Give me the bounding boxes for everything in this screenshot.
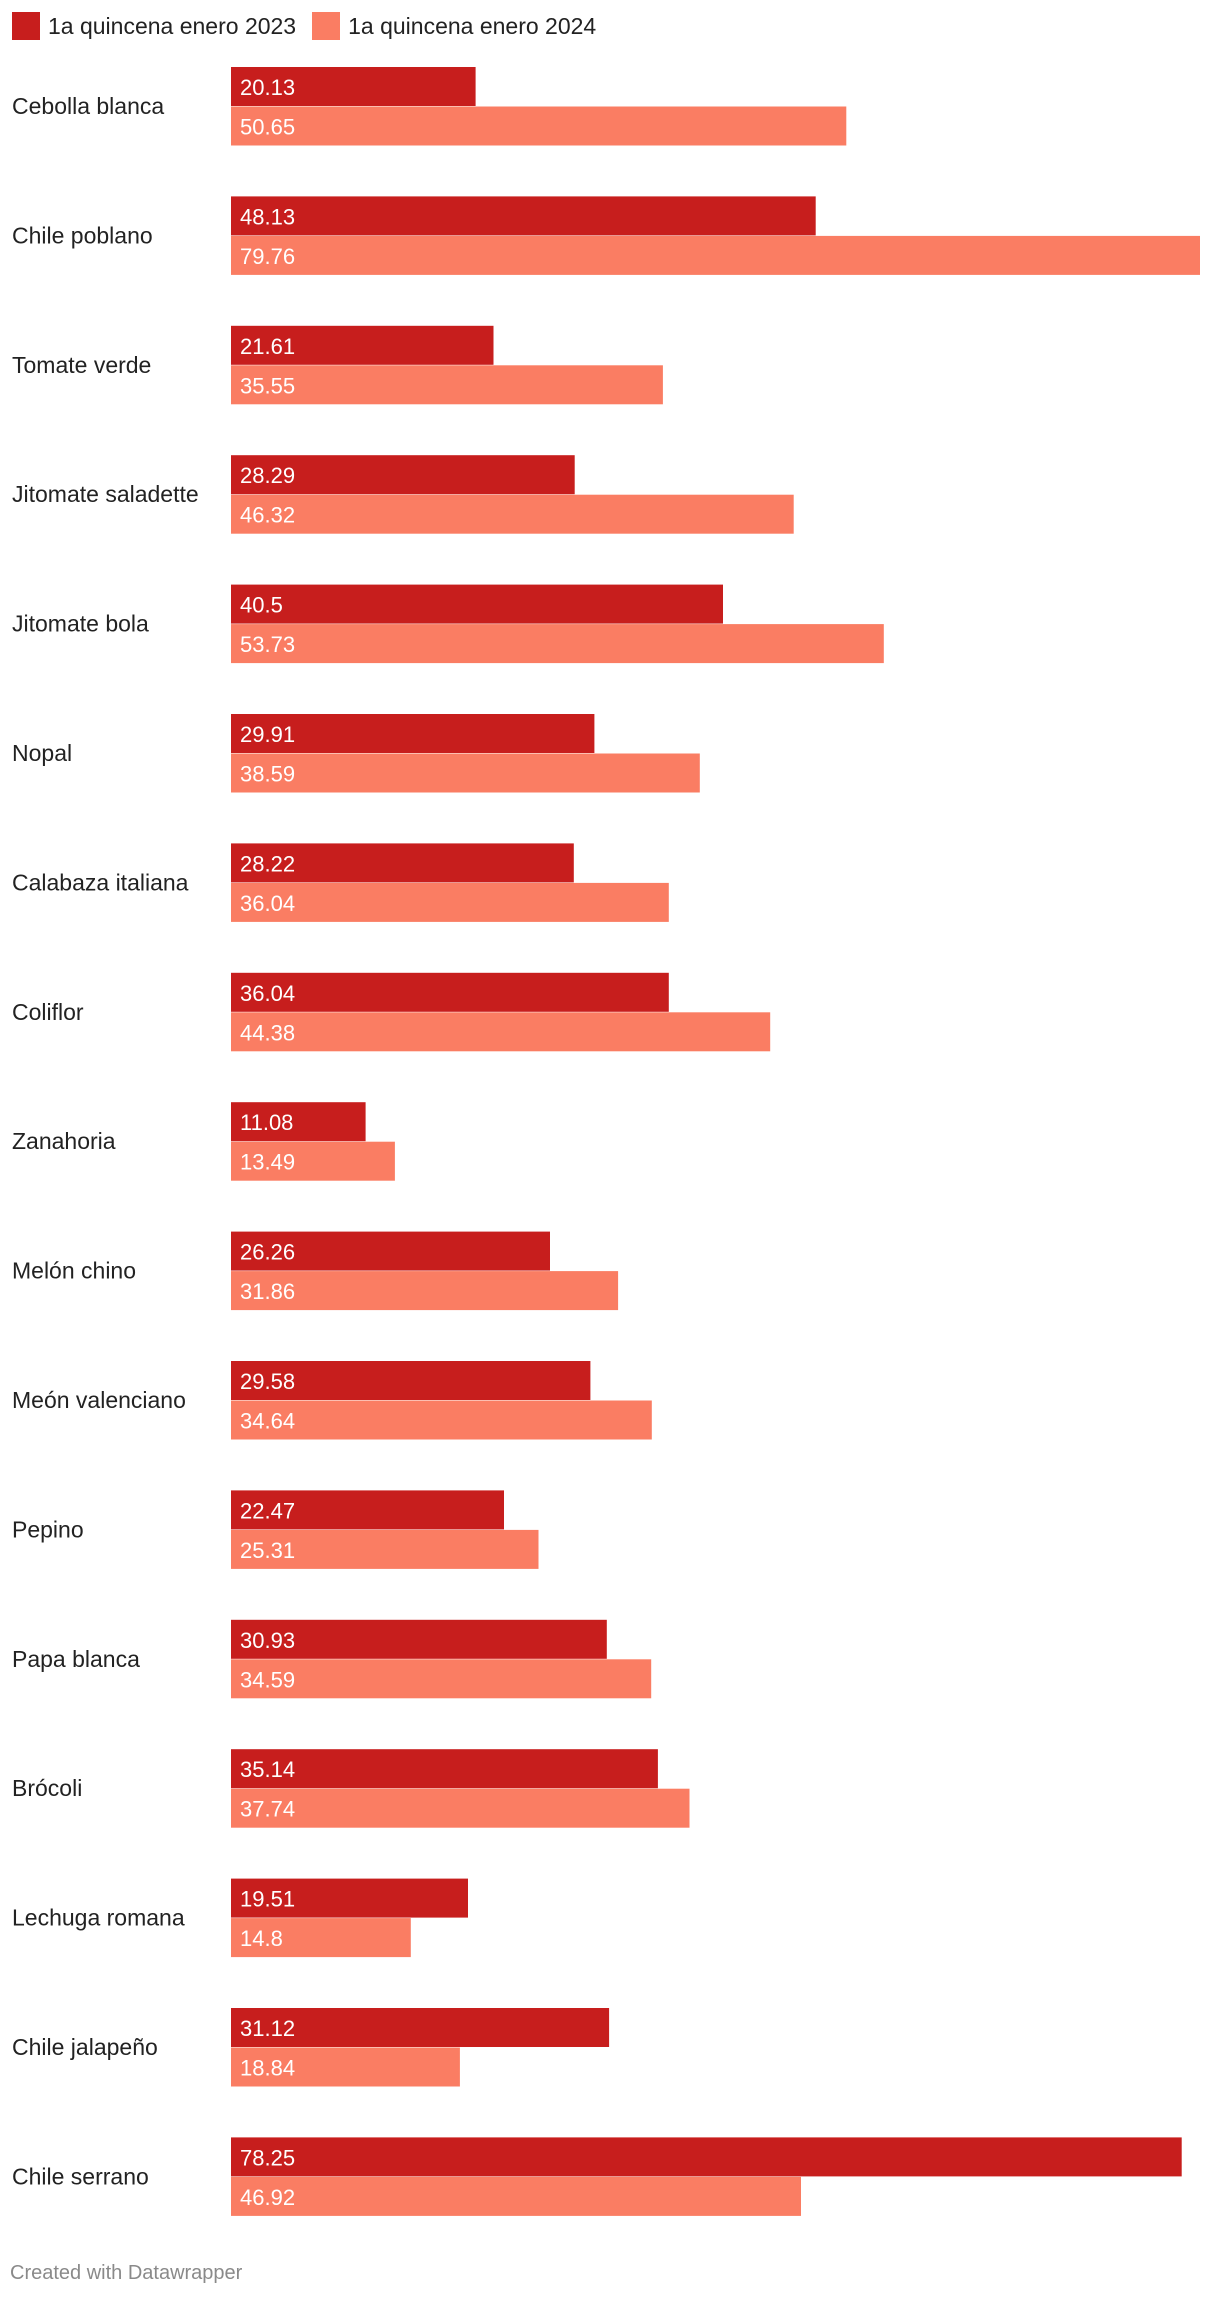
category-label-chile-poblano: Chile poblano <box>12 222 153 248</box>
bar-tomate-verde-2023 <box>231 325 494 365</box>
category-label-meon-valenciano: Meón valenciano <box>12 1387 186 1413</box>
value-label-tomate-verde-2024: 35.55 <box>240 373 295 398</box>
category-label-chile-jalapeno: Chile jalapeño <box>12 2034 158 2060</box>
legend-item-2024: 1a quincena enero 2024 <box>312 12 596 40</box>
bar-pepino-2023 <box>231 1490 504 1530</box>
value-label-chile-jalapeno-2023: 31.12 <box>240 2016 295 2041</box>
value-label-brocoli-2024: 37.74 <box>240 1797 295 1822</box>
category-label-lechuga-romana: Lechuga romana <box>12 1905 185 1931</box>
bar-calabaza-italiana-2023 <box>231 843 574 883</box>
category-label-tomate-verde: Tomate verde <box>12 352 151 378</box>
value-label-chile-serrano-2023: 78.25 <box>240 2145 295 2170</box>
bar-papa-blanca-2024 <box>231 1659 652 1699</box>
value-label-coliflor-2023: 36.04 <box>240 981 295 1006</box>
value-label-melon-chino-2024: 31.86 <box>240 1279 295 1304</box>
bar-coliflor-2024 <box>231 1012 771 1052</box>
value-label-chile-jalapeno-2024: 18.84 <box>240 2056 295 2081</box>
value-label-papa-blanca-2023: 30.93 <box>240 1628 295 1653</box>
category-label-papa-blanca: Papa blanca <box>12 1646 140 1672</box>
bar-chile-poblano-2024 <box>231 235 1200 275</box>
value-label-meon-valenciano-2024: 34.64 <box>240 1409 295 1434</box>
value-label-papa-blanca-2024: 34.59 <box>240 1667 295 1692</box>
value-label-zanahoria-2024: 13.49 <box>240 1150 295 1175</box>
bar-zanahoria-2023 <box>231 1102 366 1142</box>
bar-cebolla-blanca-2023 <box>231 67 476 106</box>
value-label-cebolla-blanca-2023: 20.13 <box>240 75 295 100</box>
bar-brocoli-2024 <box>231 1788 690 1828</box>
value-label-chile-serrano-2024: 46.92 <box>240 2185 295 2210</box>
category-label-jitomate-saladette: Jitomate saladette <box>12 481 199 507</box>
category-label-chile-serrano: Chile serrano <box>12 2163 149 2189</box>
value-label-cebolla-blanca-2024: 50.65 <box>240 115 295 140</box>
value-label-calabaza-italiana-2024: 36.04 <box>240 891 295 916</box>
bar-chile-poblano-2023 <box>231 196 816 236</box>
bar-lechuga-romana-2024 <box>231 1918 411 1958</box>
bar-chile-serrano-2023 <box>231 2137 1182 2177</box>
legend-label-2024: 1a quincena enero 2024 <box>348 12 597 39</box>
category-label-nopal: Nopal <box>12 740 72 766</box>
bar-jitomate-bola-2024 <box>231 624 884 664</box>
value-label-calabaza-italiana-2023: 28.22 <box>240 851 295 876</box>
value-label-lechuga-romana-2024: 14.8 <box>240 1926 283 1951</box>
category-label-melon-chino: Melón chino <box>12 1258 136 1284</box>
category-label-cebolla-blanca: Cebolla blanca <box>12 93 164 119</box>
value-label-brocoli-2023: 35.14 <box>240 1757 295 1782</box>
category-label-pepino: Pepino <box>12 1516 84 1542</box>
bar-meon-valenciano-2023 <box>231 1361 591 1400</box>
bar-calabaza-italiana-2024 <box>231 882 669 922</box>
legend-swatch-2024 <box>312 12 341 40</box>
bar-chile-jalapeno-2023 <box>231 2008 610 2047</box>
bar-chile-serrano-2024 <box>231 2176 801 2216</box>
value-label-zanahoria-2023: 11.08 <box>240 1110 293 1135</box>
value-label-chile-poblano-2023: 48.13 <box>240 204 295 229</box>
bar-lechuga-romana-2023 <box>231 1878 468 1918</box>
legend-label-2023: 1a quincena enero 2023 <box>48 12 297 39</box>
value-label-nopal-2024: 38.59 <box>240 762 295 787</box>
bar-coliflor-2023 <box>231 972 669 1012</box>
bar-nopal-2024 <box>231 753 700 793</box>
legend-item-2023: 1a quincena enero 2023 <box>12 12 296 40</box>
bar-meon-valenciano-2024 <box>231 1400 652 1440</box>
legend-swatch-2023 <box>12 12 40 40</box>
bar-melon-chino-2023 <box>231 1231 550 1271</box>
bar-chile-jalapeno-2024 <box>231 2047 460 2087</box>
value-label-pepino-2024: 25.31 <box>240 1538 295 1563</box>
value-label-coliflor-2024: 44.38 <box>240 1020 295 1045</box>
value-label-pepino-2023: 22.47 <box>240 1498 295 1523</box>
bar-tomate-verde-2024 <box>231 365 663 405</box>
bar-brocoli-2023 <box>231 1749 658 1789</box>
value-label-lechuga-romana-2023: 19.51 <box>240 1887 295 1912</box>
bar-zanahoria-2024 <box>231 1141 395 1181</box>
category-label-brocoli: Brócoli <box>12 1775 82 1801</box>
value-label-nopal-2023: 29.91 <box>240 722 295 747</box>
category-label-coliflor: Coliflor <box>12 999 84 1025</box>
value-label-jitomate-bola-2023: 40.5 <box>240 593 283 618</box>
value-label-jitomate-saladette-2023: 28.29 <box>240 463 295 488</box>
bar-jitomate-saladette-2024 <box>231 494 794 534</box>
value-label-tomate-verde-2023: 21.61 <box>240 334 295 359</box>
legend: 1a quincena enero 2023 1a quincena enero… <box>12 10 596 42</box>
bar-papa-blanca-2023 <box>231 1619 607 1659</box>
value-label-chile-poblano-2024: 79.76 <box>240 244 295 269</box>
value-label-jitomate-saladette-2024: 46.32 <box>240 503 295 528</box>
category-label-jitomate-bola: Jitomate bola <box>12 611 149 637</box>
category-label-calabaza-italiana: Calabaza italiana <box>12 869 189 895</box>
footer-credit[interactable]: Created with Datawrapper <box>10 2262 243 2284</box>
bar-nopal-2023 <box>231 714 595 753</box>
value-label-jitomate-bola-2024: 53.73 <box>240 632 295 657</box>
bar-jitomate-bola-2023 <box>231 584 723 624</box>
value-label-melon-chino-2023: 26.26 <box>240 1240 295 1265</box>
bar-cebolla-blanca-2024 <box>231 106 847 146</box>
category-label-zanahoria: Zanahoria <box>12 1128 116 1154</box>
bar-melon-chino-2024 <box>231 1271 619 1311</box>
bar-jitomate-saladette-2023 <box>231 455 575 495</box>
bar-pepino-2024 <box>231 1529 539 1569</box>
value-label-meon-valenciano-2023: 29.58 <box>240 1369 295 1394</box>
